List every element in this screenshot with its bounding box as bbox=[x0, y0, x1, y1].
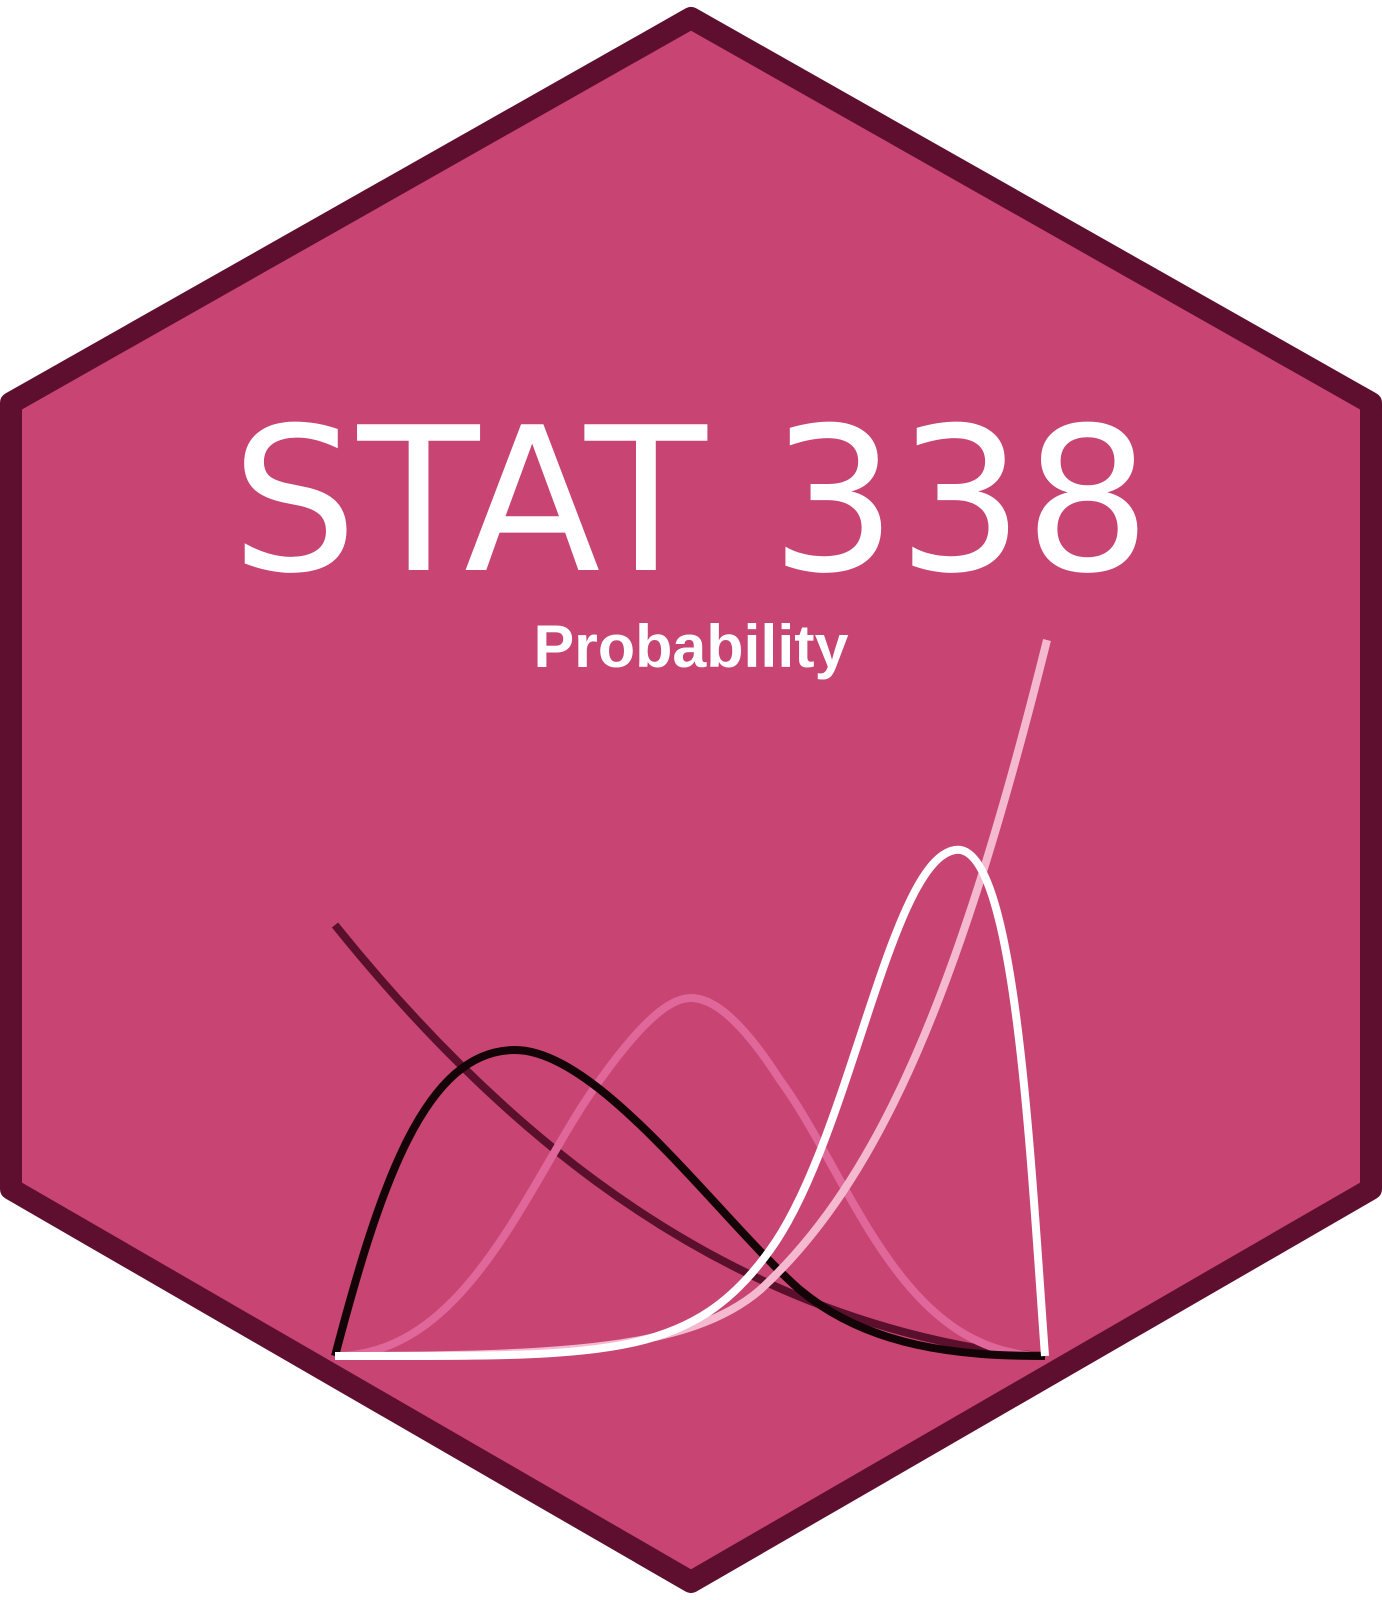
sticker-title: STAT 338 bbox=[231, 385, 1151, 618]
sticker-subtitle: Probability bbox=[534, 613, 850, 680]
right-skewed-density bbox=[331, 1045, 1046, 1360]
symmetric-density bbox=[334, 993, 1046, 1360]
distribution-curves bbox=[331, 639, 1051, 1361]
hexagon-shape bbox=[0, 7, 1382, 1593]
left-skewed-density bbox=[334, 845, 1049, 1361]
